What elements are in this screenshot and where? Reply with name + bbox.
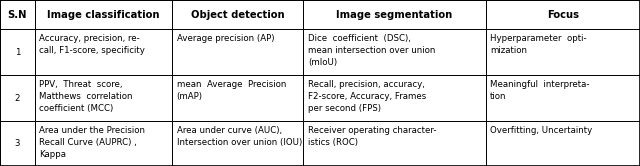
Text: Accuracy, precision, re-
call, F1-score, specificity: Accuracy, precision, re- call, F1-score,… [39, 34, 145, 55]
Bar [486, 0, 640, 29]
Text: Receiver operating character-
istics (ROC): Receiver operating character- istics (RO… [308, 126, 436, 147]
Text: 1: 1 [15, 48, 20, 57]
Text: Image segmentation: Image segmentation [337, 9, 452, 20]
Text: mean  Average  Precision
(mAP): mean Average Precision (mAP) [177, 80, 286, 101]
Bar [0, 0, 35, 29]
Text: Area under curve (AUC),
Intersection over union (IOU): Area under curve (AUC), Intersection ove… [177, 126, 302, 147]
Bar [303, 121, 486, 166]
Bar [0, 29, 35, 75]
Text: Dice  coefficient  (DSC),
mean intersection over union
(mIoU): Dice coefficient (DSC), mean intersectio… [308, 34, 435, 67]
Bar [0, 75, 35, 121]
Text: Overfitting, Uncertainty: Overfitting, Uncertainty [490, 126, 593, 135]
Bar [303, 29, 486, 75]
Bar [35, 75, 172, 121]
Text: 3: 3 [15, 139, 20, 148]
Text: Focus: Focus [547, 9, 579, 20]
Bar [172, 75, 303, 121]
Text: 2: 2 [15, 94, 20, 103]
Bar [303, 75, 486, 121]
Text: Recall, precision, accuracy,
F2-score, Accuracy, Frames
per second (FPS): Recall, precision, accuracy, F2-score, A… [308, 80, 426, 113]
Bar [35, 121, 172, 166]
Text: S.N: S.N [8, 9, 27, 20]
Text: Meaningful  interpreta-
tion: Meaningful interpreta- tion [490, 80, 589, 101]
Text: Object detection: Object detection [191, 9, 285, 20]
Bar [486, 121, 640, 166]
Text: Hyperparameter  opti-
mization: Hyperparameter opti- mization [490, 34, 587, 55]
Text: PPV,  Threat  score,
Matthews  correlation
coefficient (MCC): PPV, Threat score, Matthews correlation … [39, 80, 132, 113]
Bar [172, 0, 303, 29]
Bar [172, 29, 303, 75]
Bar [303, 0, 486, 29]
Text: Image classification: Image classification [47, 9, 159, 20]
Bar [172, 121, 303, 166]
Bar [486, 75, 640, 121]
Text: Area under the Precision
Recall Curve (AUPRC) ,
Kappa: Area under the Precision Recall Curve (A… [39, 126, 145, 159]
Bar [35, 0, 172, 29]
Bar [486, 29, 640, 75]
Bar [0, 121, 35, 166]
Text: Average precision (AP): Average precision (AP) [177, 34, 274, 43]
Bar [35, 29, 172, 75]
